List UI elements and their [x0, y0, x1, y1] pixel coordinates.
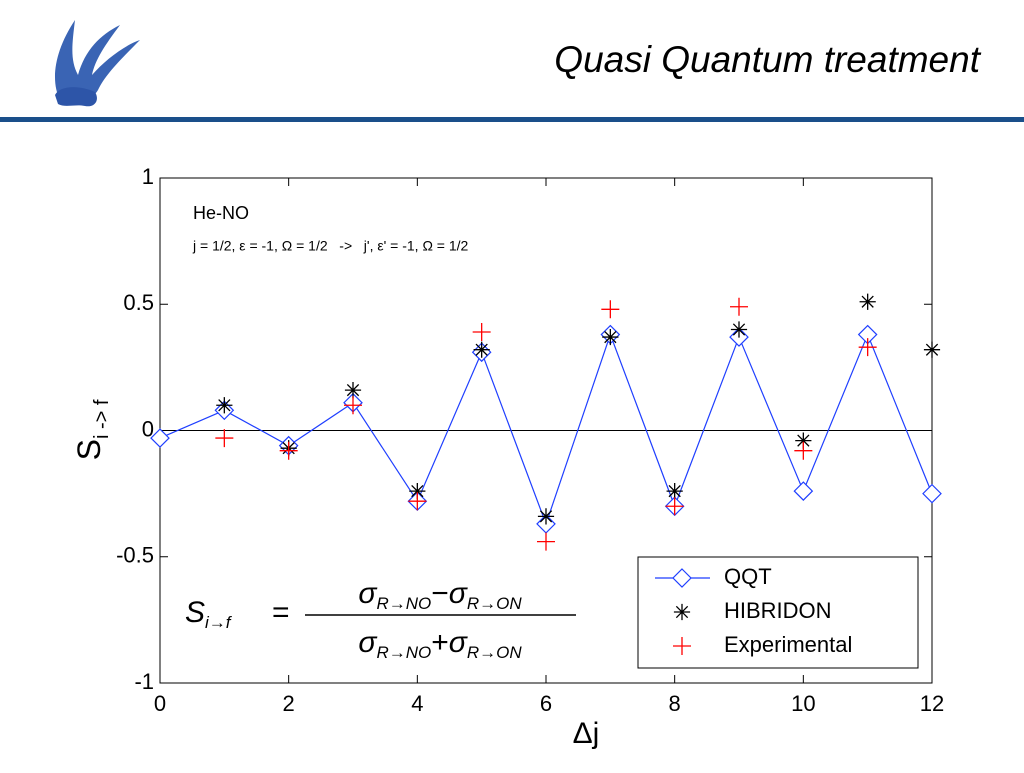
header-rule [0, 117, 1024, 122]
star-marker [923, 341, 941, 358]
y-tick-label: 1 [142, 164, 154, 189]
plus-marker [344, 396, 362, 415]
formula-op: − [431, 577, 449, 610]
formula-sub: R→NO [376, 643, 431, 662]
transition-label: j = 1/2, ε = -1, Ω = 1/2 -> j', ε' = -1,… [192, 238, 469, 254]
legend-label: HIBRIDON [724, 598, 832, 623]
formula-denominator: σR→NO+σR→ON [358, 626, 522, 662]
y-tick-label: -0.5 [116, 543, 154, 568]
plus-marker [215, 429, 234, 448]
y-axis-label: Si -> f [71, 399, 113, 460]
star-marker [473, 341, 490, 358]
legend-label: Experimental [724, 632, 852, 657]
formula-sub: R→ON [467, 643, 523, 662]
formula-sigma: σ [358, 577, 378, 610]
star-marker [409, 483, 426, 500]
x-tick-label: 4 [411, 691, 423, 716]
plus-marker [794, 441, 813, 460]
y-label-main: S [71, 439, 107, 460]
plus-marker [279, 441, 298, 460]
formula-eq: = [272, 596, 290, 629]
x-tick-label: 12 [920, 691, 944, 716]
slide-title: Quasi Quantum treatment [554, 39, 981, 80]
legend-label: QQT [724, 564, 772, 589]
x-tick-label: 6 [540, 691, 552, 716]
x-tick-label: 10 [791, 691, 815, 716]
star-marker [602, 328, 619, 346]
plus-marker [858, 338, 877, 357]
y-tick-label: -1 [134, 669, 154, 694]
formula-op: + [431, 626, 449, 659]
formula-sigma: σ [449, 626, 469, 659]
star-marker [859, 293, 876, 310]
plus-marker [472, 323, 491, 342]
x-axis-label: Δj [573, 717, 600, 750]
y-label-sub: i -> f [91, 399, 113, 439]
star-marker [344, 382, 362, 399]
formula-sym: S [185, 596, 205, 629]
formula-sigma: σ [358, 626, 378, 659]
star-marker [795, 432, 812, 449]
legend-marker [673, 637, 691, 655]
y-tick-label: 0.5 [123, 290, 154, 315]
y-tick-label: 0 [142, 416, 154, 441]
plus-marker [408, 492, 427, 511]
plus-marker [730, 297, 748, 316]
star-marker [730, 321, 748, 338]
x-tick-label: 0 [154, 691, 166, 716]
diamond-marker [922, 483, 942, 504]
formula-sub: R→NO [376, 594, 431, 613]
formula-sub: R→ON [467, 594, 523, 613]
logo [55, 20, 140, 107]
system-label: He-NO [193, 203, 249, 223]
x-tick-label: 2 [283, 691, 295, 716]
legend-marker [672, 568, 692, 588]
legend-marker [673, 603, 691, 621]
diamond-marker [793, 481, 814, 501]
diamond-marker [150, 428, 170, 448]
star-marker [537, 508, 555, 525]
formula-numerator: σR→NO−σR→ON [358, 577, 522, 613]
star-marker [666, 483, 683, 500]
plus-marker [601, 300, 620, 319]
plus-marker [665, 497, 684, 516]
x-tick-label: 8 [669, 691, 681, 716]
plus-marker [537, 532, 555, 551]
star-marker [216, 397, 233, 414]
formula-sub: i→f [205, 613, 233, 632]
formula-sigma: σ [449, 577, 469, 610]
formula-part: Si→f [185, 596, 233, 632]
